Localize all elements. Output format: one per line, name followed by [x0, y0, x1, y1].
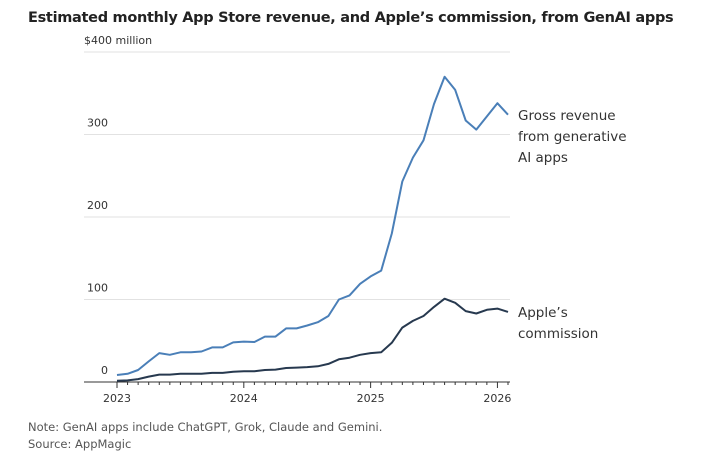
series-line-commission	[116, 297, 509, 382]
chart-note: Note: GenAI apps include ChatGPT, Grok, …	[28, 420, 383, 434]
y-tick-label: 100	[87, 282, 108, 295]
series-line-gross-revenue	[116, 75, 509, 376]
series-label: AI apps	[518, 150, 568, 166]
y-tick-label: $400 million	[84, 34, 152, 47]
chart-title: Estimated monthly App Store revenue, and…	[28, 10, 674, 26]
series-label: Apple’s	[518, 305, 568, 321]
x-tick-label: 2026	[483, 392, 511, 405]
y-tick-label: 300	[87, 117, 108, 130]
y-tick-label: 200	[87, 199, 108, 212]
series-label: from generative	[518, 129, 627, 145]
y-tick-label: 0	[101, 364, 108, 377]
series-label: commission	[518, 326, 598, 342]
x-tick-label: 2023	[103, 392, 131, 405]
series-label: Gross revenue	[518, 108, 616, 124]
chart-source: Source: AppMagic	[28, 437, 132, 451]
x-tick-label: 2024	[230, 392, 258, 405]
x-tick-label: 2025	[357, 392, 385, 405]
